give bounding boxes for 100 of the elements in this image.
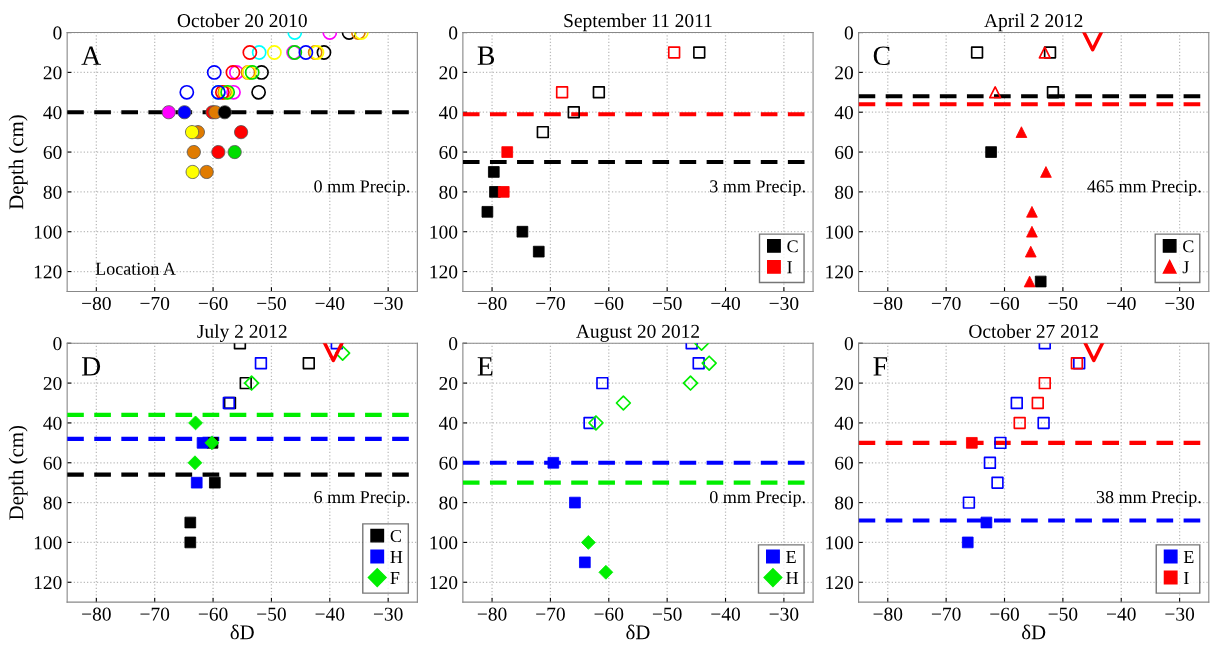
y-tick-label: 20 [835, 376, 853, 391]
y-tick-label: 20 [43, 66, 62, 80]
y-tick-label: 120 [826, 576, 853, 590]
legend-label: C [787, 240, 798, 253]
y-tick-label: 100 [430, 225, 458, 239]
legend-label: F [390, 572, 400, 584]
x-tick-label: −80 [82, 296, 111, 311]
y-tick-label: 0 [53, 337, 62, 351]
legend-label: E [786, 551, 796, 563]
legend-label: C [390, 529, 401, 543]
annotation: B [477, 46, 495, 65]
x-tick-label: −30 [1165, 296, 1195, 311]
y-tick-label: 0 [844, 337, 853, 351]
x-tick-label: −60 [198, 607, 228, 621]
annotation: 38 mm Precip. [1096, 490, 1201, 507]
y-tick-label: 40 [834, 106, 853, 120]
x-tick-label: −50 [1048, 296, 1078, 311]
y-axis-title: Depth (cm) [8, 115, 28, 210]
chart-title: August 20 2012 [576, 324, 700, 342]
x-tick-label: −60 [198, 296, 228, 311]
x-tick-label: −80 [873, 607, 903, 621]
x-tick-label: −60 [594, 607, 624, 621]
x-tick-label: −50 [652, 607, 682, 621]
x-tick-label: −70 [536, 607, 565, 621]
annotation: E [477, 357, 493, 376]
x-tick-label: −30 [769, 607, 799, 621]
x-axis-title: δD [230, 624, 254, 640]
x-tick-label: −60 [990, 607, 1019, 621]
x-tick-label: −30 [1165, 607, 1195, 621]
y-tick-label: 120 [826, 265, 853, 279]
x-tick-label: −60 [990, 296, 1019, 311]
chart-title: October 27 2012 [969, 324, 1098, 338]
chart-title: October 20 2010 [177, 13, 307, 28]
y-tick-label: 0 [449, 26, 458, 40]
y-tick-label: 40 [43, 416, 62, 430]
legend-label: E [1183, 551, 1194, 563]
y-tick-label: 60 [835, 145, 853, 159]
x-tick-label: −30 [373, 607, 403, 621]
x-tick-label: −50 [652, 296, 682, 311]
chart-title: July 2 2012 [197, 324, 287, 342]
y-tick-label: 60 [43, 145, 62, 159]
y-tick-label: 0 [53, 26, 62, 40]
x-tick-label: −80 [873, 296, 903, 311]
annotation: 3 mm Precip. [710, 180, 805, 197]
x-tick-label: −40 [711, 607, 740, 621]
y-tick-label: 0 [449, 337, 458, 351]
x-tick-label: −50 [1048, 607, 1078, 621]
legend-label: I [787, 261, 792, 274]
y-tick-label: 20 [439, 376, 458, 391]
x-tick-label: −50 [257, 607, 286, 621]
y-tick-label: 100 [826, 536, 853, 550]
y-tick-label: 80 [43, 185, 62, 199]
x-tick-label: −40 [315, 296, 345, 311]
y-tick-label: 60 [439, 145, 458, 159]
annotation: 465 mm Precip. [1087, 180, 1201, 197]
chart-title: April 2 2012 [984, 13, 1083, 32]
x-tick-label: −30 [373, 296, 403, 311]
chart-title: September 11 2011 [564, 13, 712, 32]
y-tick-label: 60 [439, 456, 458, 470]
y-tick-label: 0 [844, 26, 853, 40]
y-tick-label: 40 [438, 106, 458, 120]
y-tick-label: 120 [430, 576, 458, 590]
y-tick-label: 20 [439, 66, 458, 80]
x-tick-label: −30 [769, 296, 799, 311]
x-tick-label: −40 [1107, 607, 1136, 621]
y-tick-label: 120 [34, 265, 62, 279]
y-tick-label: 60 [835, 456, 853, 470]
y-tick-label: 60 [43, 456, 62, 470]
y-tick-label: 40 [438, 416, 458, 430]
x-tick-label: −60 [594, 296, 624, 311]
x-tick-label: −80 [477, 296, 507, 311]
x-tick-label: −70 [536, 296, 565, 311]
y-tick-label: 80 [835, 496, 853, 510]
legend-label: C [1183, 240, 1194, 253]
x-tick-label: −40 [711, 296, 740, 311]
y-tick-label: 100 [34, 536, 62, 550]
y-tick-label: 20 [43, 376, 62, 391]
y-tick-label: 120 [34, 576, 62, 590]
annotation: 0 mm Precip. [314, 180, 410, 197]
y-tick-label: 20 [835, 66, 853, 80]
x-tick-label: −70 [931, 607, 961, 621]
annotation: F [873, 357, 888, 376]
y-tick-label: 80 [439, 496, 458, 510]
legend-label: H [786, 572, 799, 584]
x-tick-label: −70 [140, 296, 170, 311]
annotation: Location A [95, 262, 176, 275]
y-tick-label: 100 [34, 225, 62, 239]
x-axis-title: δD [626, 624, 650, 640]
y-tick-label: 100 [826, 225, 853, 239]
x-tick-label: −40 [315, 607, 345, 621]
y-tick-label: 40 [834, 416, 853, 430]
y-tick-label: 40 [43, 106, 62, 120]
annotation: C [873, 46, 890, 66]
y-tick-label: 120 [430, 265, 458, 279]
x-tick-label: −80 [477, 607, 507, 621]
x-tick-label: −80 [82, 607, 111, 621]
y-tick-label: 80 [43, 496, 62, 510]
annotation: A [81, 46, 102, 65]
annotation: 0 mm Precip. [709, 490, 805, 507]
x-tick-label: −50 [257, 296, 286, 311]
